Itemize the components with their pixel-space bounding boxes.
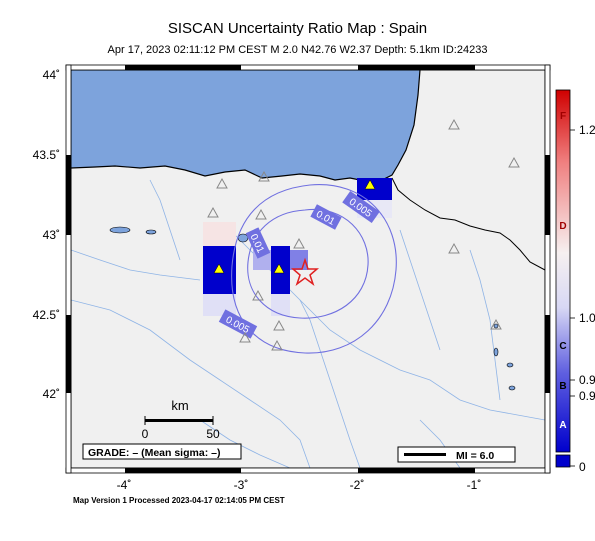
colorbar-letter: D — [559, 221, 566, 232]
map-area: 0.01 0.01 0.005 0.005 — [71, 70, 545, 468]
event-info: Apr 17, 2023 02:11:12 PM CEST M 2.0 N42.… — [107, 44, 488, 56]
colorbar-letter: F — [560, 111, 566, 122]
scale-unit: km — [171, 398, 188, 413]
sea — [71, 70, 420, 182]
grade-text: GRADE: – (Mean sigma: –) — [88, 447, 220, 459]
mi-box: MI = 6.0 — [397, 446, 516, 463]
lat-tick: 42.5˚ — [33, 308, 60, 322]
lat-tick: 43.5˚ — [33, 148, 60, 162]
map-title: SISCAN Uncertainty Ratio Map : Spain — [167, 20, 428, 37]
lat-tick: 43˚ — [43, 228, 60, 242]
grade-box: GRADE: – (Mean sigma: –) — [82, 443, 242, 460]
scale-bar: km 0 50 — [142, 398, 220, 441]
lon-tick: -3˚ — [234, 478, 249, 492]
stations-inactive — [207, 118, 520, 351]
lat-ticks: 44˚ 43.5˚ 43˚ 42.5˚ 42˚ — [33, 68, 60, 401]
mi-text: MI = 6.0 — [456, 450, 494, 462]
colorbar-letter: C — [559, 341, 566, 352]
lon-tick: -2˚ — [350, 478, 365, 492]
scale-end: 50 — [206, 427, 220, 441]
footer-processed: Map Version 1 Processed 2023-04-17 02:14… — [73, 496, 285, 505]
map-frame — [65, 64, 551, 474]
border — [391, 177, 545, 271]
coastline — [71, 70, 421, 183]
lon-ticks: -4˚ -3˚ -2˚ -1˚ — [117, 478, 482, 492]
colorbar-letter: A — [559, 420, 566, 431]
lon-tick: -4˚ — [117, 478, 132, 492]
epicenter-star — [290, 257, 320, 287]
lat-tick: 44˚ — [43, 68, 60, 82]
colorbar-value: 0.9 — [579, 389, 595, 403]
colorbar-value: 0.9 — [579, 373, 595, 387]
lat-tick: 42˚ — [43, 387, 60, 401]
colorbar: F D C B A 1.2 1.0 0.9 0.9 0 — [555, 89, 595, 474]
colorbar-letter: B — [559, 381, 566, 392]
stations-used — [213, 179, 376, 274]
lon-tick: -1˚ — [467, 478, 482, 492]
scale-start: 0 — [142, 427, 149, 441]
colorbar-value: 1.0 — [579, 311, 595, 325]
colorbar-value: 1.2 — [579, 123, 595, 137]
reservoirs — [109, 226, 516, 391]
colorbar-value: 0 — [579, 460, 586, 474]
